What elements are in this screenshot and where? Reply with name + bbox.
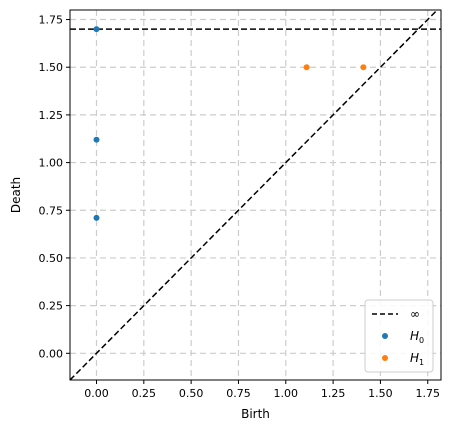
y-tick-label: 0.00 (39, 347, 64, 360)
x-tick-label: 1.25 (321, 387, 346, 400)
y-tick-label: 0.75 (39, 204, 64, 217)
legend-h1-subscript: 1 (419, 358, 424, 367)
y-tick-label: 0.25 (39, 300, 64, 313)
legend: ∞ H0 H1 (364, 299, 434, 373)
y-axis-label: Death (9, 177, 23, 213)
legend-box (364, 299, 434, 373)
x-tick-label: 1.50 (368, 387, 393, 400)
x-tick-label: 0.00 (84, 387, 109, 400)
diagonal-line (70, 10, 439, 380)
x-axis-label: Birth (241, 407, 270, 421)
legend-h1-label: H1 (410, 351, 424, 367)
x-tick-label: 0.75 (226, 387, 251, 400)
x-tick-label: 1.75 (416, 387, 441, 400)
point-h0 (93, 26, 100, 33)
legend-h0-swatch (382, 333, 388, 339)
point-h0 (93, 136, 100, 143)
grid-lines (70, 10, 441, 380)
plot-frame (69, 9, 442, 381)
point-h1 (360, 64, 367, 71)
x-tick-label: 0.25 (132, 387, 157, 400)
legend-infinity-label: ∞ (410, 307, 420, 321)
legend-h0-label: H0 (410, 329, 424, 345)
x-tick-label: 0.50 (179, 387, 204, 400)
y-tick-label: 1.75 (39, 14, 64, 27)
legend-h0-name: H (410, 329, 419, 343)
y-tick-label: 1.00 (39, 157, 64, 170)
reference-lines (70, 10, 441, 380)
legend-h1-name: H (410, 351, 419, 365)
point-h1 (303, 64, 310, 71)
y-tick-label: 1.50 (39, 61, 64, 74)
point-h0 (93, 214, 100, 221)
x-axis-ticks: 0.00 0.25 0.50 0.75 1.00 1.25 1.50 1.75 (84, 380, 440, 400)
y-tick-label: 1.25 (39, 109, 64, 122)
y-tick-label: 0.50 (39, 252, 64, 265)
legend-h0-subscript: 0 (419, 336, 424, 345)
data-points (93, 26, 367, 221)
x-tick-label: 1.00 (274, 387, 299, 400)
y-axis-ticks: 0.00 0.25 0.50 0.75 1.00 1.25 1.50 1.75 (39, 14, 70, 360)
legend-h1-swatch (382, 355, 388, 361)
